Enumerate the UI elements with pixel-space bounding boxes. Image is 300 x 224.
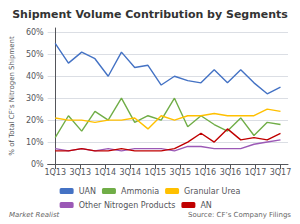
svg-text:20%: 20% [26,116,44,125]
svg-text:UAN: UAN [79,187,96,196]
svg-text:50%: 50% [26,50,44,59]
svg-text:1Q17: 1Q17 [245,168,267,177]
svg-text:1Q13: 1Q13 [44,168,66,177]
svg-text:40%: 40% [26,72,44,81]
svg-text:% of Total CF’s Nitrogen Shipm: % of Total CF’s Nitrogen Shipment [8,36,16,156]
svg-text:Shipment Volume Contribution b: Shipment Volume Contribution by Segments [12,8,288,21]
svg-text:Market Realist: Market Realist [9,211,60,219]
svg-text:Granular Urea: Granular Urea [184,187,240,196]
svg-text:Ammonia: Ammonia [121,187,159,196]
svg-text:3Q15: 3Q15 [170,168,192,177]
svg-text:AN: AN [200,201,211,210]
svg-text:3Q14: 3Q14 [120,168,142,177]
svg-text:Other Nitrogen Products: Other Nitrogen Products [79,201,176,210]
svg-text:30%: 30% [26,94,44,103]
svg-text:1Q15: 1Q15 [145,168,167,177]
svg-text:1Q14: 1Q14 [94,168,116,177]
svg-text:10%: 10% [26,138,44,147]
svg-text:3Q13: 3Q13 [69,168,91,177]
svg-text:1Q16: 1Q16 [195,168,217,177]
svg-text:0%: 0% [31,160,44,169]
svg-text:3Q16: 3Q16 [220,168,242,177]
svg-text:60%: 60% [26,28,44,37]
svg-text:Source: CF’s Company Filings: Source: CF’s Company Filings [188,211,291,219]
svg-text:3Q17: 3Q17 [270,168,292,177]
